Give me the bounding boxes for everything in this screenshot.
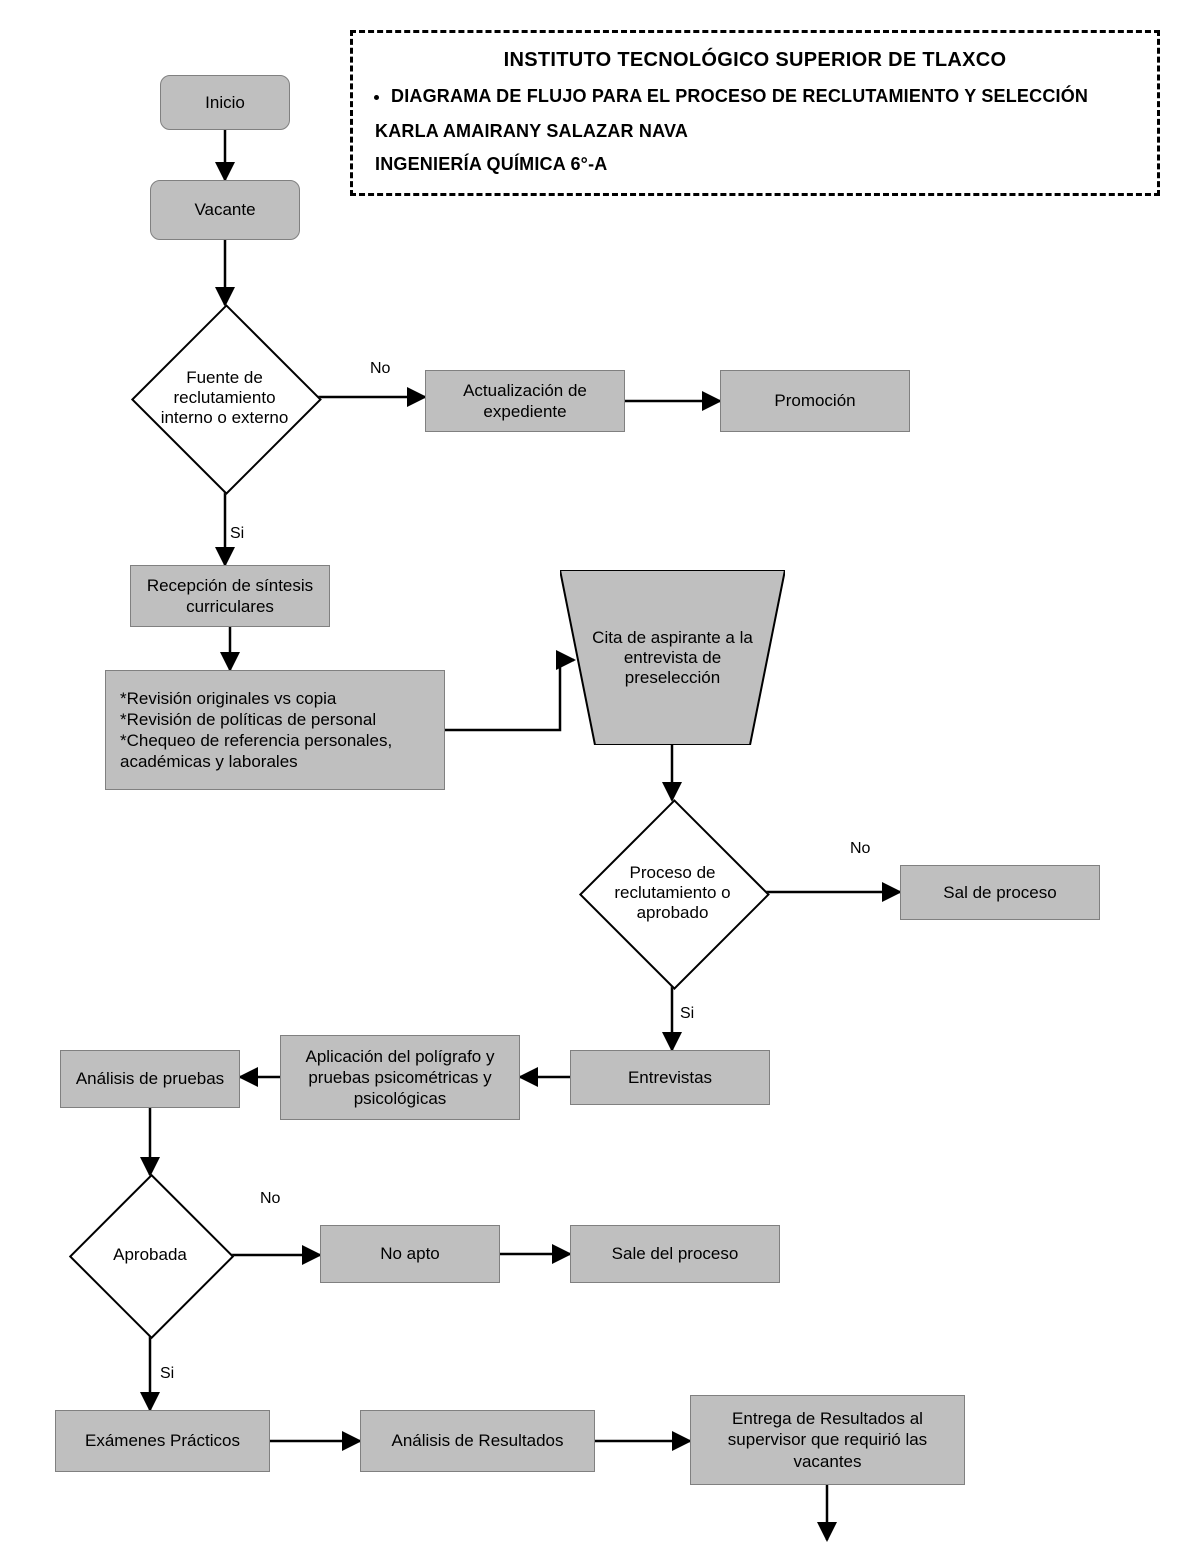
node-recepcion: Recepción de síntesis curriculares <box>130 565 330 627</box>
node-analres: Análisis de Resultados <box>360 1410 595 1472</box>
course-line: INGENIERÍA QUÍMICA 6°-A <box>375 154 1135 175</box>
node-proceso: Proceso de reclutamiento o aprobado <box>580 800 765 985</box>
node-entrev: Entrevistas <box>570 1050 770 1105</box>
edge-label-no1: No <box>370 360 390 378</box>
node-sal: Sal de proceso <box>900 865 1100 920</box>
node-revision: *Revisión originales vs copia*Revisión d… <box>105 670 445 790</box>
node-entrega: Entrega de Resultados al supervisor que … <box>690 1395 965 1485</box>
node-fuente: Fuente de reclutamiento interno o extern… <box>132 305 317 490</box>
edge-label-si3: Si <box>160 1365 174 1383</box>
node-examenes: Exámenes Prácticos <box>55 1410 270 1472</box>
author-line: KARLA AMAIRANY SALAZAR NAVA <box>375 121 1135 142</box>
node-noapto: No apto <box>320 1225 500 1283</box>
edge-label-no3: No <box>260 1190 280 1208</box>
institution-title: INSTITUTO TECNOLÓGICO SUPERIOR DE TLAXCO <box>375 49 1135 72</box>
edge-label-no2: No <box>850 840 870 858</box>
subtitle: DIAGRAMA DE FLUJO PARA EL PROCESO DE REC… <box>391 86 1135 107</box>
title-box: INSTITUTO TECNOLÓGICO SUPERIOR DE TLAXCO… <box>350 30 1160 196</box>
node-aprobada: Aprobada <box>70 1175 230 1335</box>
node-actualiza: Actualización de expediente <box>425 370 625 432</box>
node-inicio: Inicio <box>160 75 290 130</box>
edge-label-si2: Si <box>680 1005 694 1023</box>
flowchart-canvas: INSTITUTO TECNOLÓGICO SUPERIOR DE TLAXCO… <box>0 0 1200 1553</box>
node-promocion: Promoción <box>720 370 910 432</box>
node-sale2: Sale del proceso <box>570 1225 780 1283</box>
node-vacante: Vacante <box>150 180 300 240</box>
edge-label-si1: Si <box>230 525 244 543</box>
node-cita: Cita de aspirante a la entrevista de pre… <box>560 570 785 745</box>
node-analisis: Análisis de pruebas <box>60 1050 240 1108</box>
node-poligrafo: Aplicación del polígrafo y pruebas psico… <box>280 1035 520 1120</box>
